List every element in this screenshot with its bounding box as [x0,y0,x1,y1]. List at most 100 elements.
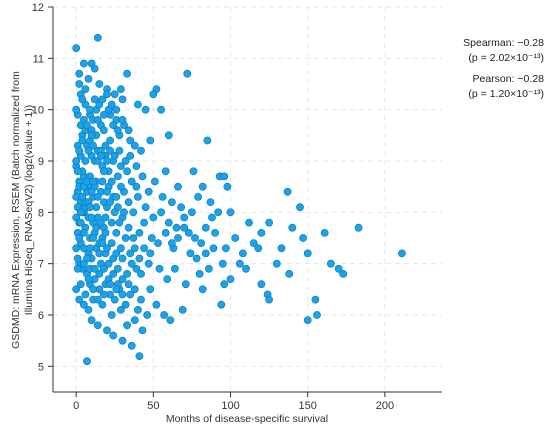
data-point [76,218,85,227]
data-point [115,218,124,227]
y-tick-label: 5 [38,361,44,373]
data-point [174,234,182,242]
data-point [72,244,81,253]
data-point [181,280,190,289]
data-point [226,208,235,217]
data-point [107,311,116,319]
x-tick-label: 200 [376,400,394,412]
data-point [72,105,81,114]
y-tick-label: 12 [32,2,44,14]
data-point [272,259,281,268]
data-point [126,290,135,299]
x-tick-label: 0 [73,400,79,412]
data-point [311,295,320,304]
data-point [75,234,84,242]
data-point [84,75,93,83]
data-point [192,254,201,263]
x-tick-label: 150 [299,400,317,412]
data-point [158,192,167,201]
data-point [132,264,141,273]
data-point [80,259,88,268]
data-point [163,275,172,283]
data-point [109,331,118,340]
data-point [103,326,111,335]
data-point [110,295,119,304]
data-point [283,187,292,196]
data-point [110,208,119,217]
data-point [198,285,207,294]
y-tick-label: 9 [38,156,44,168]
data-point [288,223,297,232]
data-point [110,90,119,99]
data-point [140,218,148,227]
data-point [100,290,108,299]
data-point [90,95,99,104]
data-point [73,264,82,273]
data-point [72,285,81,294]
spearman-label: Spearman: −0.28 [463,37,544,49]
data-point [354,223,363,232]
data-point [130,285,139,294]
y-tick-label: 10 [32,105,44,117]
data-point [160,311,168,319]
data-point [101,213,110,222]
data-point [89,141,97,150]
data-point [118,336,127,345]
data-point [84,146,93,155]
data-point [87,131,96,140]
data-point [118,254,127,263]
spearman-pvalue: (p = 2.02×10⁻¹³) [468,52,544,64]
data-point [231,234,240,242]
data-point [130,316,139,324]
data-point [84,305,93,314]
data-point [189,167,198,176]
data-point [217,300,226,309]
data-point [81,157,90,165]
data-point [254,244,263,253]
data-point [277,244,286,253]
data-point [157,105,165,114]
data-point [98,95,107,104]
data-point [109,121,118,129]
data-point [78,95,87,104]
data-point [84,275,93,283]
data-point [80,228,88,237]
data-point [117,85,125,93]
data-point [75,80,84,88]
data-point [334,264,343,273]
data-point [123,321,131,330]
data-point [180,213,189,222]
data-point [121,157,130,165]
data-point [144,259,153,268]
data-point [178,305,187,314]
data-point [97,218,105,227]
data-point [154,239,162,247]
data-point [130,141,139,150]
data-point [187,208,196,217]
data-point [320,228,329,237]
data-point [339,269,348,278]
y-axis-label-line-1: GSDMD: mRNA Expression, RSEM (Batch norm… [10,71,22,349]
data-point [98,300,107,309]
data-point [121,234,130,242]
data-point [86,105,94,114]
data-point [220,172,229,181]
data-point [126,151,135,160]
y-ticks: 5 6 7 8 9 10 11 12 [32,2,53,373]
data-point [83,357,91,366]
data-point [90,64,99,73]
data-point [208,213,216,222]
data-point [137,146,145,155]
data-point [110,151,119,160]
spearman-stat: Spearman: −0.28 (p = 2.02×10⁻¹³) [440,36,544,66]
x-ticks: 0 50 100 150 200 [73,392,394,412]
data-point [117,244,125,253]
data-point [93,321,102,330]
data-point [265,295,273,304]
data-point [138,326,147,335]
data-point [76,208,85,217]
data-point [80,59,88,68]
data-point [313,311,321,319]
data-point [184,228,193,237]
data-point [112,249,121,258]
